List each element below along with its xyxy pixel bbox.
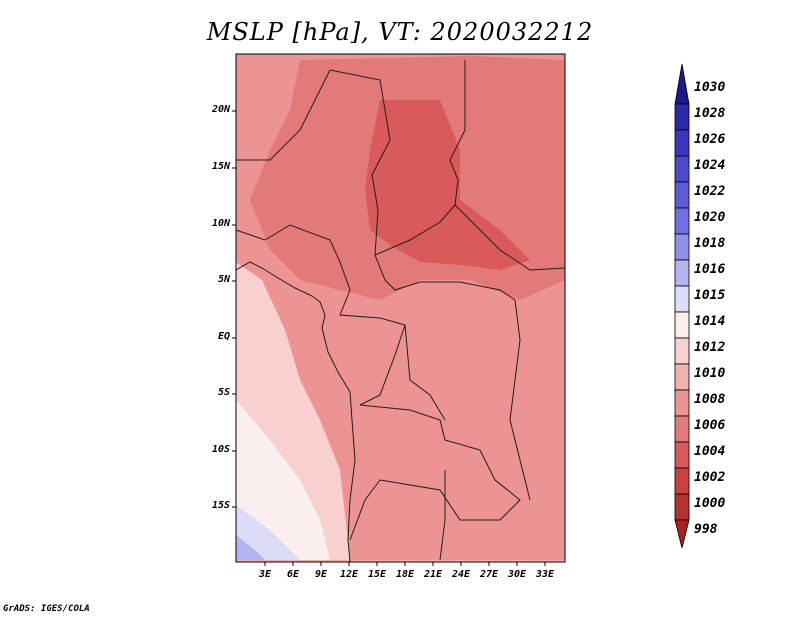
colorbar-label: 1028 xyxy=(694,106,726,121)
colorbar-swatch xyxy=(674,285,690,313)
credit-text: GrADS: IGES/COLA xyxy=(3,604,90,614)
plot-frame xyxy=(235,53,566,563)
y-tick-label: 5S xyxy=(217,387,230,398)
y-tick-label: 15S xyxy=(211,500,230,511)
colorbar-label: 1008 xyxy=(694,392,726,407)
colorbar-swatch xyxy=(674,337,690,365)
x-tick-label: 27E xyxy=(479,569,499,580)
colorbar-label: 1014 xyxy=(694,314,726,329)
colorbar xyxy=(674,63,690,549)
y-tick-label: 20N xyxy=(211,104,230,115)
colorbar-swatch xyxy=(674,63,690,105)
colorbar-label: 1020 xyxy=(694,210,726,225)
y-tick-label: 10S xyxy=(211,444,230,455)
colorbar-label: 1030 xyxy=(694,80,726,95)
colorbar-label: 1026 xyxy=(694,132,726,147)
field-1004 xyxy=(365,100,530,270)
field-1016 xyxy=(236,505,300,560)
colorbar-swatch xyxy=(674,129,690,157)
x-tick-label: 3E xyxy=(258,569,272,580)
coastline xyxy=(236,261,356,562)
colorbar-swatch xyxy=(674,207,690,235)
colorbar-swatch xyxy=(674,389,690,417)
field-1018 xyxy=(236,535,265,560)
map-title: MSLP [hPa], VT: 2020032212 xyxy=(206,18,594,46)
axis-ticks xyxy=(232,110,546,566)
colorbar-swatch xyxy=(674,415,690,443)
colorbar-swatch xyxy=(674,363,690,391)
y-tick-label: 5N xyxy=(217,274,230,285)
colorbar-label: 1004 xyxy=(694,444,726,459)
colorbar-label: 1022 xyxy=(694,184,726,199)
colorbar-label: 1015 xyxy=(694,288,726,303)
colorbar-swatch xyxy=(674,103,690,131)
x-tick-label: 18E xyxy=(395,569,415,580)
colorbar-swatch xyxy=(674,259,690,287)
colorbar-swatch xyxy=(674,493,690,521)
colorbar-label: 1024 xyxy=(694,158,726,173)
colorbar-swatch xyxy=(674,155,690,183)
colorbar-swatch xyxy=(674,519,690,549)
colorbar-label: 1018 xyxy=(694,236,726,251)
colorbar-swatch xyxy=(674,181,690,209)
x-tick-label: 12E xyxy=(339,569,359,580)
colorbar-label: 1006 xyxy=(694,418,726,433)
colorbar-label: 1010 xyxy=(694,366,726,381)
colorbar-label: 1000 xyxy=(694,496,726,511)
x-tick-label: 15E xyxy=(367,569,387,580)
colorbar-swatch xyxy=(674,233,690,261)
x-tick-label: 21E xyxy=(423,569,443,580)
colorbar-label: 1002 xyxy=(694,470,726,485)
country-borders xyxy=(236,60,565,562)
x-tick-label: 30E xyxy=(507,569,527,580)
y-tick-label: 10N xyxy=(211,218,230,229)
x-tick-label: 33E xyxy=(535,569,555,580)
colorbar-swatch xyxy=(674,441,690,469)
colorbar-swatch xyxy=(674,467,690,495)
colorbar-label: 1016 xyxy=(694,262,726,277)
x-tick-label: 24E xyxy=(451,569,471,580)
x-tick-label: 6E xyxy=(286,569,300,580)
colorbar-label: 998 xyxy=(694,522,718,537)
x-tick-label: 9E xyxy=(314,569,328,580)
y-tick-label: 15N xyxy=(211,161,230,172)
field-1014 xyxy=(236,400,330,560)
colorbar-label: 1012 xyxy=(694,340,726,355)
y-tick-label: EQ xyxy=(217,331,230,342)
border-lines xyxy=(236,60,565,561)
colorbar-swatch xyxy=(674,311,690,339)
